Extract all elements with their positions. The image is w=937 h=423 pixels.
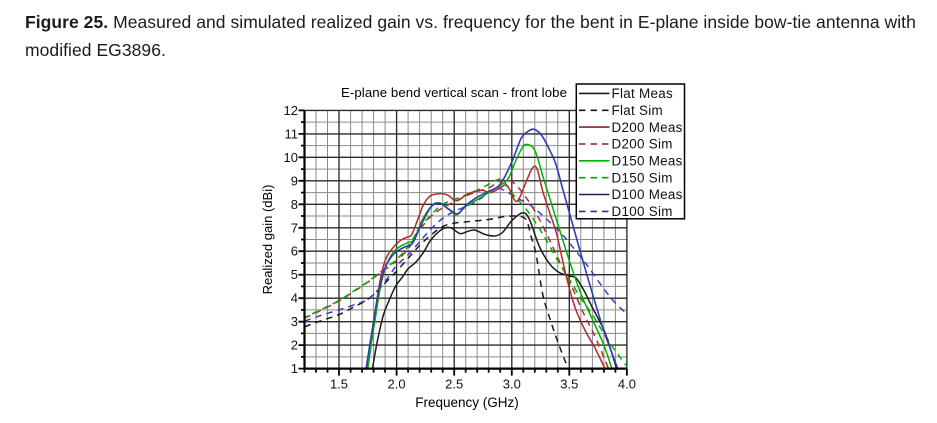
svg-text:3.0: 3.0 [503,377,521,392]
svg-text:2.0: 2.0 [388,377,406,392]
svg-text:12: 12 [284,103,298,118]
svg-text:D100 Sim: D100 Sim [612,204,673,219]
svg-text:D200 Sim: D200 Sim [612,137,673,152]
svg-text:7: 7 [291,220,298,235]
svg-text:D100 Meas: D100 Meas [612,187,683,202]
svg-text:4: 4 [291,291,298,306]
svg-text:E-plane bend vertical scan - f: E-plane bend vertical scan - front lobe [341,85,567,100]
svg-text:D150 Sim: D150 Sim [612,170,673,185]
svg-text:10: 10 [284,150,298,165]
svg-text:9: 9 [291,173,298,188]
svg-text:D150 Meas: D150 Meas [612,154,683,169]
svg-text:11: 11 [285,126,299,141]
svg-text:Flat Sim: Flat Sim [612,103,664,118]
svg-text:2.5: 2.5 [445,377,463,392]
svg-text:Realized gain (dBi): Realized gain (dBi) [260,185,275,295]
svg-text:Flat Meas: Flat Meas [612,86,674,101]
svg-text:3: 3 [291,314,298,329]
svg-text:3.5: 3.5 [560,377,578,392]
svg-text:1: 1 [291,361,298,376]
svg-text:Frequency (GHz): Frequency (GHz) [415,395,519,410]
svg-text:2: 2 [291,338,298,353]
svg-text:4.0: 4.0 [618,377,636,392]
svg-text:1.5: 1.5 [330,377,348,392]
svg-text:5: 5 [291,267,298,282]
svg-text:D200 Meas: D200 Meas [612,120,683,135]
svg-text:6: 6 [291,244,298,259]
svg-text:8: 8 [291,197,298,212]
